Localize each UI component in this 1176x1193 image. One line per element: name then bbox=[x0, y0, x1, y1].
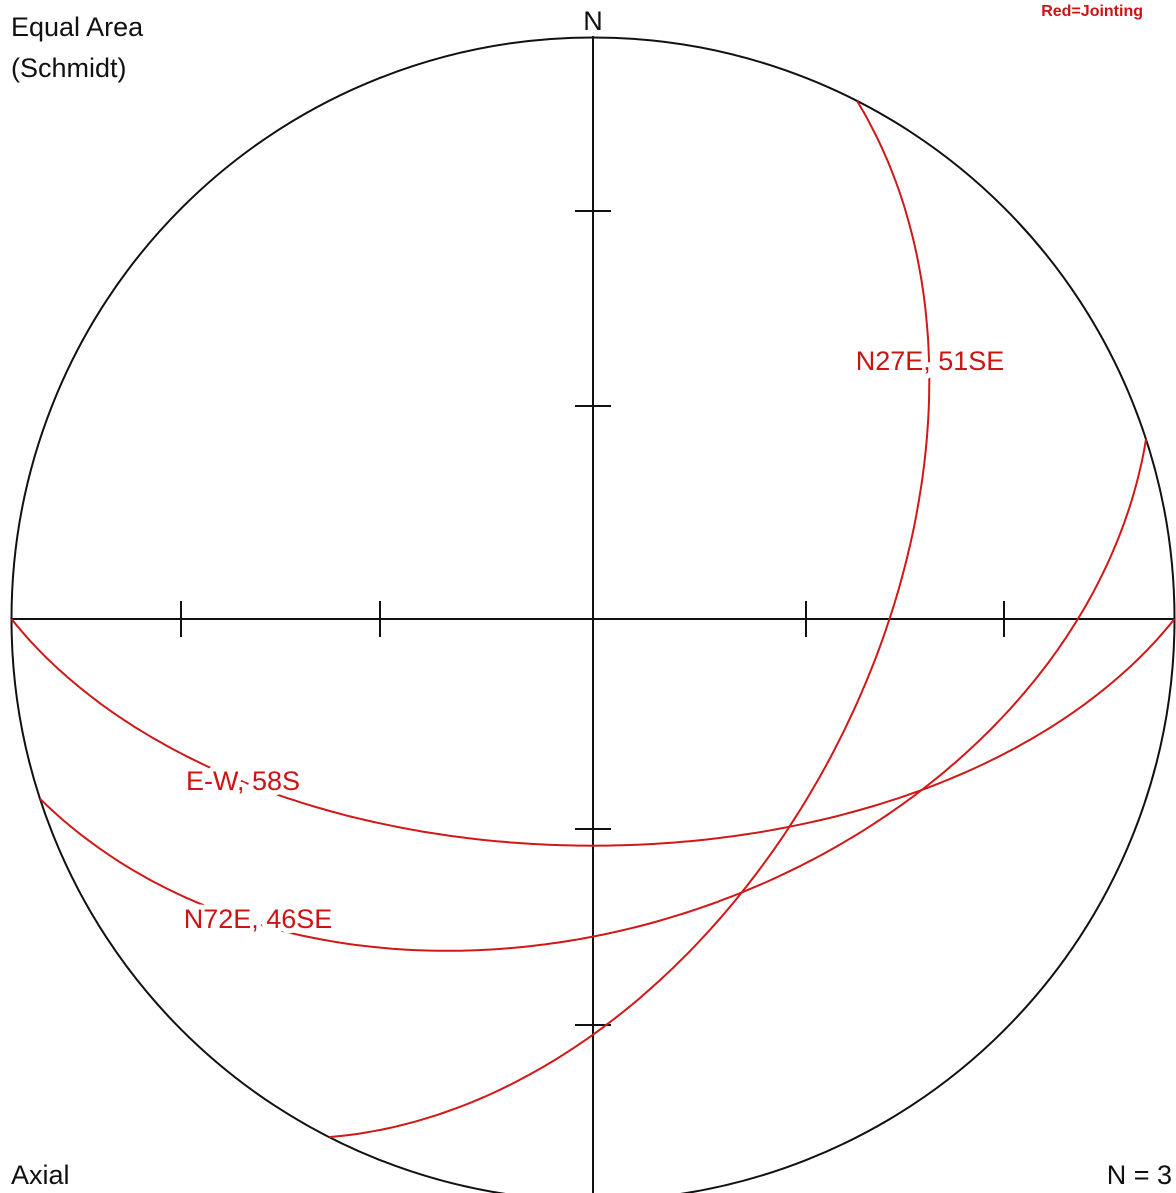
footer-right: N = 3 bbox=[1107, 1160, 1172, 1190]
great-circle bbox=[39, 439, 1147, 952]
legend: Red=Jointing bbox=[1041, 3, 1143, 20]
great-circle bbox=[328, 100, 931, 1139]
ticks bbox=[180, 210, 1005, 1026]
title: Equal Area bbox=[11, 12, 144, 42]
great-circles bbox=[10, 100, 1176, 1139]
plane-label: E-W, 58S bbox=[186, 766, 300, 796]
subtitle: (Schmidt) bbox=[11, 53, 127, 83]
net-frame bbox=[10, 36, 1176, 1193]
north-label: N bbox=[583, 6, 603, 36]
great-circle bbox=[10, 618, 1176, 847]
footer-left: Axial bbox=[11, 1160, 70, 1190]
plane-label: N72E, 46SE bbox=[184, 904, 333, 934]
plane-labels: N27E, 51SE E-W, 58S N72E, 46SE bbox=[179, 341, 1010, 939]
plane-label: N27E, 51SE bbox=[856, 346, 1005, 376]
